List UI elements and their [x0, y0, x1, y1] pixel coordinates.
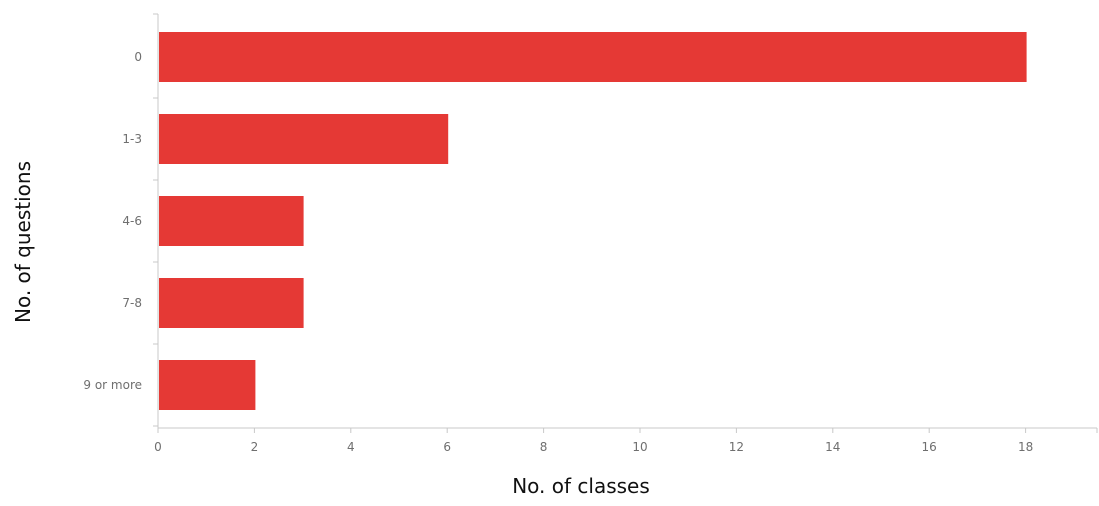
x-tick-label: 18 [1018, 440, 1033, 454]
axes [153, 13, 1098, 433]
y-tick-label: 4-6 [122, 214, 142, 228]
x-tick-label: 12 [729, 440, 744, 454]
y-tick-label: 0 [134, 50, 142, 64]
tick-labels: 0 2 4 6 8 10 12 14 16 18 0 1-3 4-6 7-8 9 or more [83, 50, 1033, 454]
bar-2 [159, 114, 449, 164]
x-tick-label: 6 [443, 440, 451, 454]
x-tick-label: 16 [922, 440, 937, 454]
y-axis-title: No. of questions [11, 161, 35, 323]
y-tick-label: 7-8 [122, 296, 142, 310]
x-tick-label: 4 [347, 440, 355, 454]
bar-5 [159, 360, 256, 410]
x-tick-label: 0 [154, 440, 162, 454]
x-axis-title: No. of classes [512, 474, 650, 498]
bar-4 [159, 278, 304, 328]
y-tick-label: 9 or more [83, 378, 142, 392]
x-tick-label: 10 [632, 440, 647, 454]
x-tick-label: 2 [251, 440, 259, 454]
bar-1 [159, 32, 1027, 82]
y-tick-label: 1-3 [122, 132, 142, 146]
bar-3 [159, 196, 304, 246]
bars [159, 32, 1027, 410]
x-tick-label: 8 [540, 440, 548, 454]
x-tick-label: 14 [825, 440, 840, 454]
